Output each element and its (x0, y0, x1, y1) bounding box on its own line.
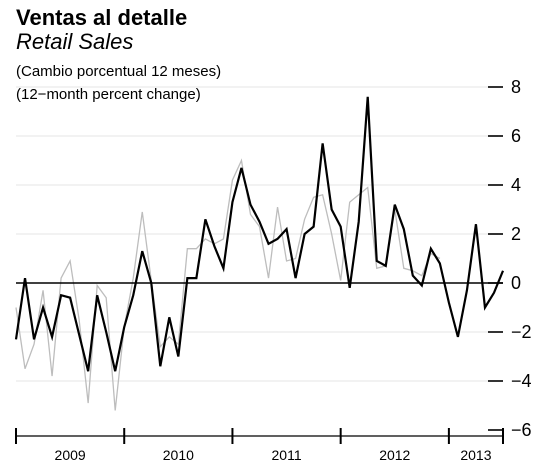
x-year-label: 2009 (55, 447, 86, 463)
x-year-label: 2010 (163, 447, 194, 463)
y-tick-label: 6 (511, 126, 521, 146)
axes: 8 6 4 2 0 −2 −4 −6 2009 2010 2011 2012 2013 (15, 77, 532, 463)
chart-note-english: (12−month percent change) (16, 86, 201, 103)
series-line-primary (14, 96, 505, 372)
chart-note-spanish: (Cambio porcentual 12 meses) (16, 63, 222, 80)
y-tick-label: 4 (511, 175, 521, 195)
series-lines (14, 96, 505, 411)
chart-title: Ventas al detalle (16, 5, 188, 30)
y-tick-label: 0 (511, 273, 521, 293)
x-year-label: 2011 (272, 447, 302, 463)
y-tick-label: 2 (511, 224, 521, 244)
y-tick-label: −6 (511, 420, 532, 440)
y-tick-label: −2 (511, 322, 532, 342)
x-year-label: 2012 (379, 447, 410, 463)
x-year-label: 2013 (460, 447, 491, 463)
gridlines (16, 86, 503, 382)
y-tick-label: 8 (511, 77, 521, 97)
chart-subtitle: Retail Sales (16, 29, 134, 54)
y-tick-label: −4 (511, 371, 532, 391)
series-line-secondary (15, 158, 441, 411)
